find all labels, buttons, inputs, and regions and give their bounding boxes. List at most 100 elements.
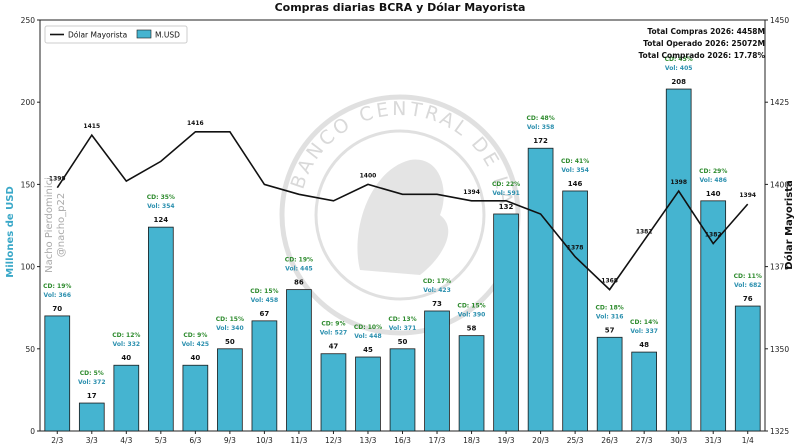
cd-label: CD: 10% xyxy=(354,324,382,331)
cd-label: CD: 14% xyxy=(630,319,658,326)
bar-value-label: 76 xyxy=(743,295,753,303)
bar-value-label: 40 xyxy=(190,354,200,362)
dolar-point-label: 1400 xyxy=(360,172,377,179)
bar-value-label: 73 xyxy=(432,300,442,308)
bar-value-label: 45 xyxy=(363,346,373,354)
author-name: Nacho Pierdominici xyxy=(44,177,55,273)
bar-value-label: 40 xyxy=(121,354,131,362)
cd-label: CD: 9% xyxy=(321,321,345,328)
vol-label: Vol: 371 xyxy=(389,325,417,332)
y2-tick-label: 1450 xyxy=(770,16,789,25)
y2-axis-label: Dólar Mayorista xyxy=(783,180,795,269)
bar xyxy=(217,348,243,432)
author-watermark: Nacho Pierdominici @nacho_p22 xyxy=(44,177,67,273)
bar xyxy=(493,213,519,432)
cd-label: CD: 12% xyxy=(112,332,140,339)
vol-label: Vol: 354 xyxy=(147,203,175,210)
bar xyxy=(389,348,416,432)
vol-label: Vol: 337 xyxy=(630,328,658,335)
x-tick-label: 19/3 xyxy=(498,436,515,445)
y-tick-label: 150 xyxy=(21,180,36,189)
dolar-point-label: 1394 xyxy=(739,192,756,199)
bar xyxy=(355,356,381,432)
cd-label: CD: 19% xyxy=(285,257,313,264)
cd-label: CD: 5% xyxy=(80,370,104,377)
bar-value-label: 132 xyxy=(499,203,514,211)
x-tick-label: 31/3 xyxy=(705,436,722,445)
dolar-series-line xyxy=(56,131,749,291)
stats-box: Total Compras 2026: 4458M Total Operado … xyxy=(638,27,765,60)
bar-value-label: 58 xyxy=(467,325,477,333)
cd-label: CD: 17% xyxy=(423,278,451,285)
x-tick-label: 16/3 xyxy=(394,436,411,445)
vol-label: Vol: 527 xyxy=(320,330,348,337)
cd-label: CD: 15% xyxy=(216,316,244,323)
vol-label: Vol: 405 xyxy=(665,65,693,72)
bar-value-label: 48 xyxy=(639,341,649,349)
bar xyxy=(700,200,727,432)
x-tick-label: 10/3 xyxy=(256,436,273,445)
y-tick-label: 100 xyxy=(21,263,36,272)
author-handle: @nacho_p22 xyxy=(56,193,67,258)
stat-total-operado: Total Operado 2026: 25072M xyxy=(643,39,765,48)
x-tick-label: 2/3 xyxy=(51,436,63,445)
vol-label: Vol: 354 xyxy=(561,167,589,174)
bar xyxy=(458,335,485,432)
dolar-point-label: 1378 xyxy=(567,245,584,252)
cd-label: CD: 9% xyxy=(183,332,207,339)
vol-label: Vol: 332 xyxy=(113,341,141,348)
vol-label: Vol: 445 xyxy=(285,266,313,273)
vol-label: Vol: 316 xyxy=(596,313,624,320)
bar-value-label: 67 xyxy=(260,310,270,318)
bar xyxy=(286,289,312,432)
bar xyxy=(148,226,174,432)
vol-label: Vol: 366 xyxy=(44,292,72,299)
bar xyxy=(527,147,554,432)
x-tick-label: 11/3 xyxy=(291,436,308,445)
legend: Dólar Mayorista M.USD xyxy=(44,25,188,44)
y-tick-label: 250 xyxy=(21,16,36,25)
vol-label: Vol: 458 xyxy=(251,297,279,304)
bar xyxy=(631,351,657,432)
y2-tick-label: 1400 xyxy=(770,180,789,189)
bar xyxy=(251,320,278,432)
bar-value-label: 17 xyxy=(87,392,97,400)
stat-total-compras: Total Compras 2026: 4458M xyxy=(647,27,765,36)
cd-label: CD: 15% xyxy=(457,303,485,310)
y-tick-label: 0 xyxy=(30,427,35,436)
x-tick-label: 6/3 xyxy=(189,436,201,445)
cd-label: CD: 22% xyxy=(492,181,520,188)
bar xyxy=(734,305,761,432)
cd-label: CD: 45% xyxy=(665,56,693,63)
x-tick-label: 3/3 xyxy=(86,436,98,445)
y-tick-label: 200 xyxy=(21,98,36,107)
y2-tick-label: 1375 xyxy=(770,263,789,272)
bar-value-label: 50 xyxy=(398,338,408,346)
x-tick-label: 1/4 xyxy=(742,436,754,445)
vol-label: Vol: 358 xyxy=(527,124,555,131)
bar xyxy=(562,190,588,432)
vol-label: Vol: 448 xyxy=(354,333,382,340)
bar xyxy=(596,336,623,432)
cd-label: CD: 11% xyxy=(734,273,762,280)
bar-value-label: 70 xyxy=(52,305,62,313)
vol-label: Vol: 340 xyxy=(216,325,244,332)
x-tick-label: 13/3 xyxy=(360,436,377,445)
stat-total-comprado: Total Comprado 2026: 17.78% xyxy=(638,51,765,60)
cd-label: CD: 15% xyxy=(250,288,278,295)
bar-value-label: 124 xyxy=(154,216,169,224)
dolar-point-label: 1382 xyxy=(636,228,653,235)
cd-label: CD: 19% xyxy=(43,283,71,290)
x-tick-label: 4/3 xyxy=(120,436,132,445)
y2-tick-label: 1425 xyxy=(770,98,789,107)
x-tick-label: 25/3 xyxy=(567,436,584,445)
bar xyxy=(320,353,347,432)
dolar-point-label: 1368 xyxy=(601,278,618,285)
bar xyxy=(182,364,209,432)
vol-label: Vol: 486 xyxy=(699,177,727,184)
y-tick-label: 50 xyxy=(25,345,35,354)
bar-value-label: 172 xyxy=(533,137,548,145)
vol-label: Vol: 372 xyxy=(78,379,106,386)
vol-label: Vol: 423 xyxy=(423,287,451,294)
